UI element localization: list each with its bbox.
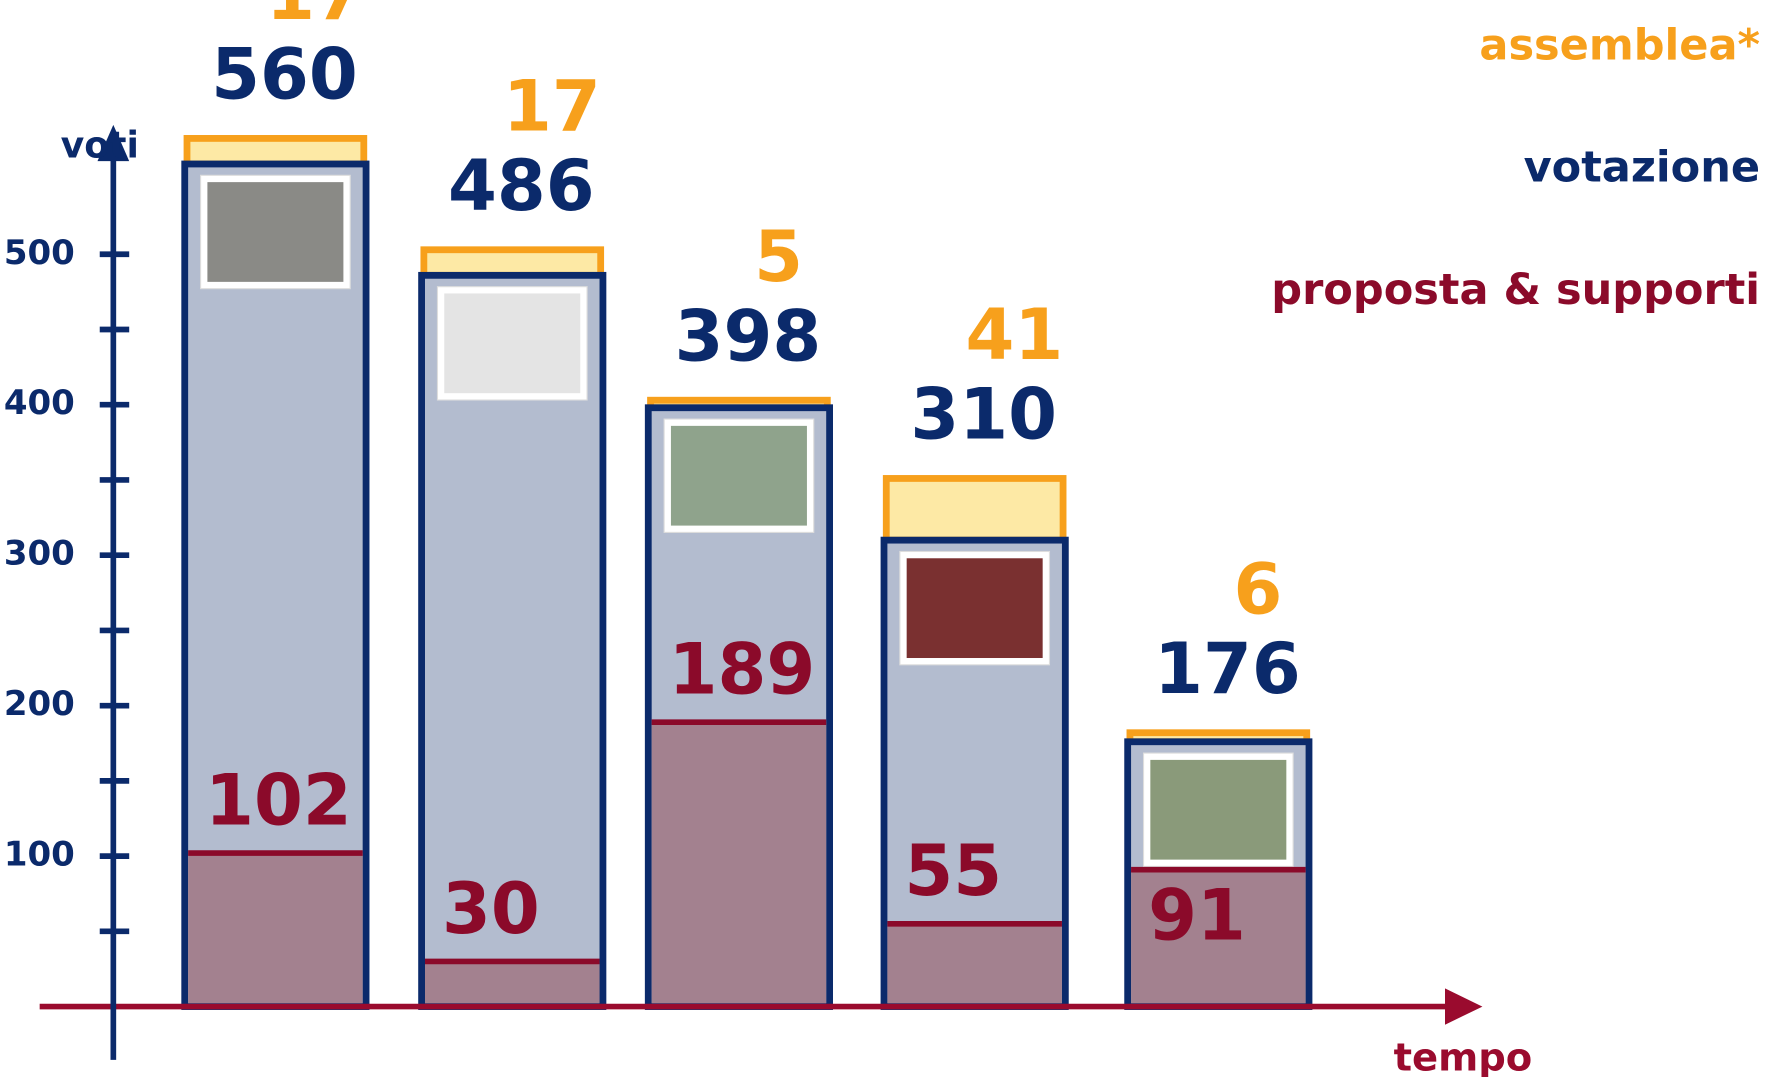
blue-value-label: 486 [448,145,595,227]
y-axis-label: voti [61,123,139,166]
orange-bar [882,475,1067,544]
y-tick-label: 100 [4,835,75,875]
orange-value-label: 41 [965,294,1063,376]
x-axis-arrow [1445,988,1483,1025]
bars: 10256017304861718939855531041911766 [181,0,1313,1010]
red-bar [425,961,600,1004]
red-bar [887,923,1062,1004]
y-axis-arrow [97,124,130,162]
x-axis-label: tempo [1394,1035,1533,1077]
y-tick-label: 500 [4,233,75,273]
y-tick-label: 400 [4,383,75,423]
orange-value-label: 6 [1234,548,1283,630]
blue-value-label: 398 [675,295,822,377]
blue-value-label: 310 [910,374,1057,456]
legend-entry: votazione [1524,143,1761,193]
photo [906,558,1043,659]
red-bar [651,722,827,1004]
photo [670,425,807,526]
red-value-label: 102 [205,760,352,842]
red-value-label: 30 [442,868,540,950]
red-value-label: 189 [669,629,816,711]
y-tick-label: 300 [4,534,75,574]
orange-value-label: 5 [754,216,803,298]
red-value-label: 55 [904,830,1002,912]
red-bar [188,853,363,1004]
blue-value-label: 176 [1154,628,1301,710]
red-value-label: 91 [1148,875,1246,957]
blue-value-label: 560 [211,34,358,116]
photo [444,293,581,394]
photo [207,182,344,282]
red-bar [1131,869,1306,1004]
orange-bar [183,135,368,168]
photo [1150,759,1287,860]
y-tick-label: 200 [4,684,75,724]
orange-bar [420,246,605,279]
legend-entry: assemblea* [1479,20,1760,70]
orange-value-label: 17 [503,66,601,148]
orange-value-label: 17 [266,0,364,36]
legend-entry: proposta & supporti [1271,265,1760,315]
